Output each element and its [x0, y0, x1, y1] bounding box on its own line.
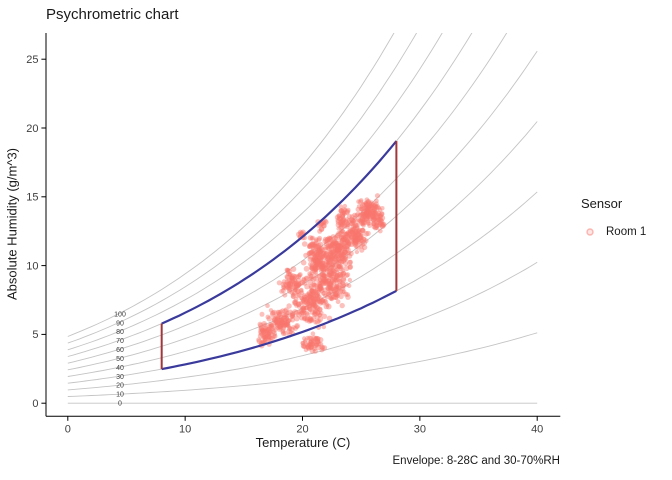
- legend-item-label: Room 1: [606, 226, 647, 238]
- legend-item-room1: Room 1: [583, 225, 646, 239]
- rh-curve-80: [67, 33, 443, 351]
- x-tick-label: 10: [179, 424, 191, 436]
- rh-curve-100: [67, 33, 395, 337]
- chart-title: Psychrometric chart: [46, 6, 179, 23]
- y-axis-title: Absolute Humidity (g/m^3): [4, 147, 20, 301]
- y-tick-label: 10: [26, 260, 38, 272]
- rh-curve-40: [67, 121, 538, 377]
- rh-curves: [67, 33, 538, 404]
- x-tick-label: 0: [65, 424, 71, 436]
- x-axis-title: Temperature (C): [255, 435, 351, 450]
- rh-label-70: 70: [116, 338, 124, 345]
- rh-curve-90: [67, 33, 418, 344]
- y-tick-label: 25: [26, 54, 38, 66]
- rh-label-0: 0: [118, 401, 122, 408]
- x-tick-label: 20: [296, 424, 308, 436]
- axes: 0 10 20 30 40 0 5 10 15 20 25: [26, 33, 561, 436]
- rh-label-60: 60: [116, 347, 124, 354]
- envelope-caption: Envelope: 8-28C and 30-70%RH: [392, 455, 561, 467]
- x-tick-label: 30: [414, 424, 426, 436]
- legend-title: Sensor: [581, 196, 623, 211]
- rh-curve-60: [67, 33, 508, 364]
- rh-curve-20: [67, 261, 538, 391]
- y-tick-label: 20: [26, 123, 38, 135]
- rh-label-10: 10: [116, 392, 124, 399]
- y-tick-label: 15: [26, 192, 38, 204]
- envelope-lower-rh-line: [161, 289, 397, 371]
- envelope-upper-rh-line: [161, 140, 398, 325]
- rh-curve-10: [67, 332, 538, 397]
- y-tick-label: 5: [32, 329, 38, 341]
- rh-label-50: 50: [116, 356, 124, 363]
- legend: Sensor Room 1: [581, 196, 646, 239]
- rh-label-90: 90: [116, 320, 124, 327]
- rh-label-100: 100: [114, 311, 126, 318]
- room1-marker-icon: [586, 228, 594, 236]
- scatter-room1: [256, 193, 387, 354]
- rh-label-80: 80: [116, 329, 124, 336]
- x-tick-label: 40: [531, 424, 543, 436]
- rh-label-40: 40: [116, 365, 124, 372]
- rh-label-20: 20: [116, 383, 124, 390]
- y-tick-label: 0: [32, 398, 38, 410]
- rh-curve-labels: 0 10 20 30 40 50 60 70 80 90 100: [114, 311, 126, 407]
- rh-label-30: 30: [116, 374, 124, 381]
- envelope: [160, 140, 398, 371]
- rh-curve-50: [67, 50, 538, 371]
- rh-curve-30: [67, 191, 538, 384]
